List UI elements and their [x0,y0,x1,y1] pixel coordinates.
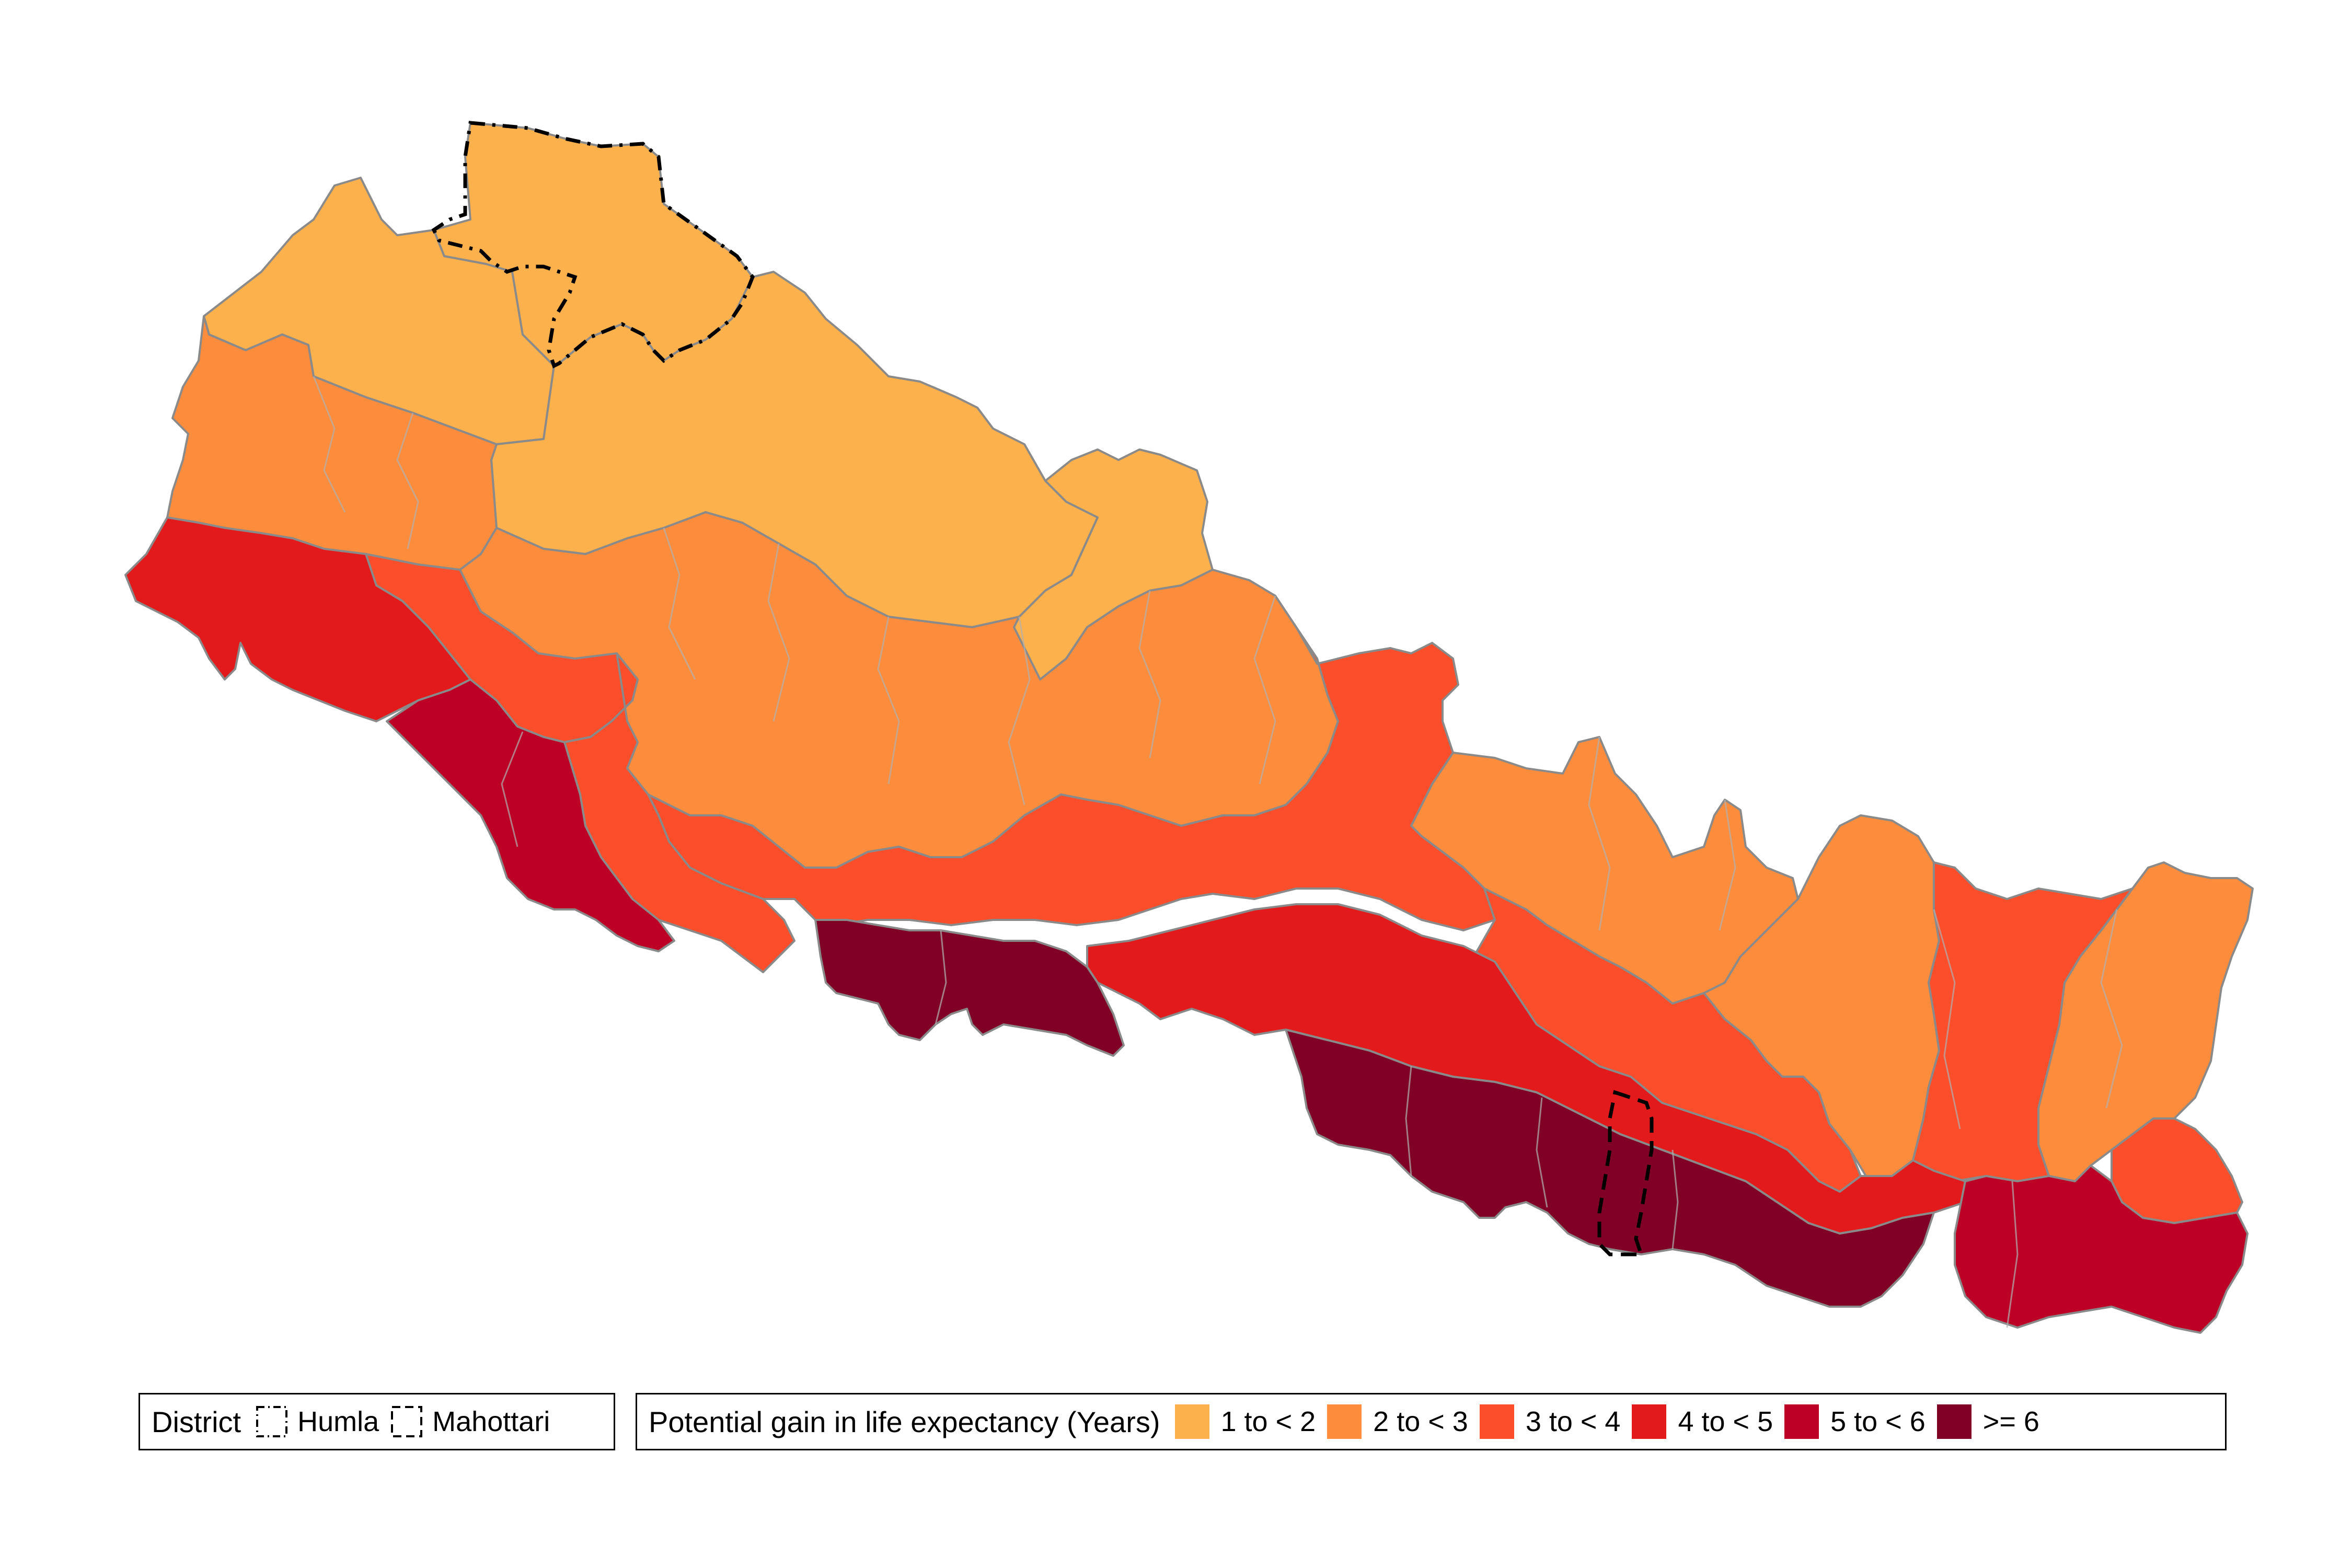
swatch-3-to-4 [1479,1404,1514,1439]
region-mid-west-inner [647,595,1496,931]
region-west-terai-6 [814,919,1125,1057]
swatch-4-to-5 [1632,1404,1667,1439]
bin-label-3: 3 to < 4 [1525,1406,1621,1437]
dotdash-key-icon [256,1406,288,1437]
district-legend-title: District [152,1405,241,1438]
region-far-east-hills [1912,861,2134,1182]
humla-outline [431,121,755,368]
swatch-6-plus [1936,1404,1971,1439]
region-central-terai-6 [1285,1029,1935,1308]
swatch-1-to-2 [1174,1404,1209,1439]
dashed-key-icon [391,1406,423,1437]
life-expectancy-legend: Potential gain in life expectancy (Years… [636,1393,2227,1450]
legend-bin-2: 2 to < 3 [1327,1404,1468,1439]
legend-bin-6: >= 6 [1936,1404,2039,1439]
bin-label-4: 4 to < 5 [1678,1406,1773,1437]
mahottari-outline [1597,1090,1654,1256]
region-east-terai-5 [1954,1165,2249,1334]
legend-bin-5: 5 to < 6 [1784,1404,1926,1439]
bin-label-6: >= 6 [1982,1406,2039,1437]
legend-label-humla: Humla [297,1406,379,1437]
bin-label-5: 5 to < 6 [1830,1406,1926,1437]
bin-label-1: 1 to < 2 [1220,1406,1316,1437]
legend-item-humla: Humla [256,1405,379,1438]
region-far-west-terai [124,516,471,722]
swatch-5-to-6 [1784,1404,1819,1439]
district-legend: District Humla Mahottari [139,1393,615,1450]
legend-bin-1: 1 to < 2 [1174,1404,1316,1439]
legend-bin-4: 4 to < 5 [1632,1404,1773,1439]
legend-label-mahottari: Mahottari [432,1406,550,1437]
legend-item-mahottari: Mahottari [390,1405,550,1438]
swatch-2-to-3 [1327,1404,1362,1439]
region-far-west-kailali [386,678,675,952]
bin-label-2: 2 to < 3 [1373,1406,1468,1437]
region-far-east-low [2111,1117,2243,1224]
gain-legend-title: Potential gain in life expectancy (Years… [649,1405,1160,1438]
legend-bin-3: 3 to < 4 [1479,1404,1621,1439]
